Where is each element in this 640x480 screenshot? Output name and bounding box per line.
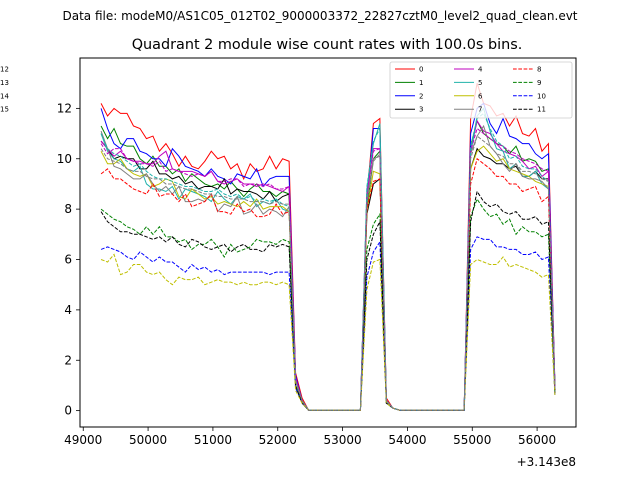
y-axis: 0 2 4 6 8 10 12: [57, 101, 80, 418]
chart-title: Quadrant 2 module wise count rates with …: [132, 37, 523, 53]
y-tick-label: 2: [64, 353, 72, 367]
legend-label-12: 12: [0, 66, 9, 74]
y-tick-label: 4: [64, 303, 72, 317]
x-tick-label: 50000: [129, 433, 167, 447]
legend-box: [389, 61, 573, 119]
y-tick-label: 0: [64, 404, 72, 418]
series-layer: [100, 83, 556, 411]
series-line-13: [100, 112, 556, 411]
x-tick-label: 52000: [259, 433, 297, 447]
x-tick-label: 53000: [323, 433, 361, 447]
legend-label-14: 14: [0, 92, 9, 100]
legend-label-3: 3: [419, 106, 423, 114]
plot-frame: [79, 57, 577, 428]
legend-label-10: 10: [537, 92, 546, 100]
y-tick-label: 10: [57, 152, 72, 166]
legend-label-6: 6: [478, 92, 483, 100]
series-line-14: [100, 253, 556, 411]
y-tick-label: 12: [57, 101, 72, 115]
legend-label-0: 0: [419, 66, 423, 74]
legend-label-2: 2: [419, 92, 423, 100]
legend-label-9: 9: [537, 79, 541, 87]
legend-label-1: 1: [419, 79, 423, 87]
x-offset-label: +3.143e8: [517, 455, 576, 469]
series-line-11: [100, 190, 556, 411]
x-tick-label: 56000: [518, 433, 556, 447]
y-tick-label: 6: [64, 253, 72, 267]
x-tick-label: 51000: [194, 433, 232, 447]
x-tick-label: 55000: [453, 433, 491, 447]
y-tick-label: 8: [64, 202, 72, 216]
x-tick-label: 54000: [388, 433, 426, 447]
chart-suptitle: Data file: modeM0/AS1C05_012T02_90000033…: [62, 9, 577, 23]
legend-label-4: 4: [478, 66, 483, 74]
legend-label-13: 13: [0, 79, 9, 87]
legend-label-7: 7: [478, 106, 482, 114]
x-axis: 49000 50000 51000 52000 53000 54000 55000 56000: [64, 427, 556, 447]
legend-label-15: 15: [0, 106, 9, 114]
legend-label-5: 5: [478, 79, 482, 87]
x-tick-label: 49000: [64, 433, 102, 447]
series-line-15: [100, 135, 556, 411]
legend-label-8: 8: [537, 66, 541, 74]
legend-label-11: 11: [537, 106, 546, 114]
